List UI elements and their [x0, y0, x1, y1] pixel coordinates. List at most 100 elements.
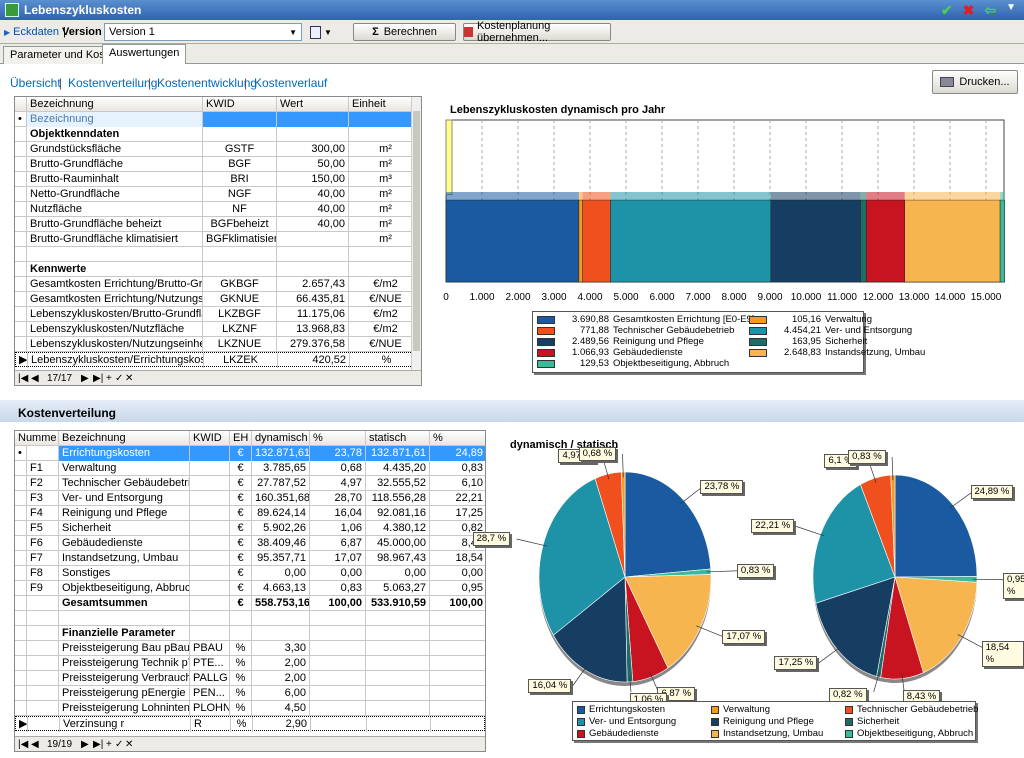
chevron-down-icon[interactable]: ▼ — [1006, 2, 1016, 13]
table-row[interactable]: • Errichtungskosten €132.871,61 23,78 132.87… — [15, 446, 485, 461]
table-row[interactable] — [15, 611, 485, 626]
table-row[interactable]: Brutto-Grundfläche klimatisiert BGFklimat… — [15, 232, 421, 247]
table-row-editing[interactable]: • Bezeichnung — [15, 112, 421, 127]
table-row[interactable]: Preissteigerung Technik pTec...PTE...%2,… — [15, 656, 485, 671]
table-row[interactable]: F5 Sicherheit €5.902,26 1,06 4.380,12 0,82 — [15, 521, 485, 536]
table-row[interactable]: Objektkenndaten — [15, 127, 421, 142]
column-header[interactable]: % — [430, 431, 485, 446]
table-row[interactable]: Preissteigerung pEnergie PEN...% 6,00 — [15, 686, 485, 701]
next-record-icon[interactable]: ▶ — [81, 373, 89, 384]
add-record-icon[interactable]: + — [106, 373, 112, 384]
add-record-icon[interactable]: + — [106, 739, 112, 750]
table-row[interactable]: ▶ Lebenszykluskosten/Errichtungskosten LKZ… — [15, 352, 421, 368]
bezeichnung-input[interactable]: Bezeichnung — [27, 112, 203, 127]
column-header[interactable]: Wert — [277, 97, 349, 112]
table-cell — [277, 247, 349, 262]
column-header[interactable] — [15, 97, 27, 112]
table-row[interactable]: F4 Reinigung und Pflege €89.624,14 16,04 92.… — [15, 506, 485, 521]
table-row[interactable]: Lebenszykluskosten/Nutzungseinheit LKZNUE… — [15, 337, 421, 352]
row-indicator — [15, 671, 27, 686]
check-icon[interactable]: ✔ — [940, 2, 953, 18]
table-row[interactable]: Nutzfläche NF 40,00 m² — [15, 202, 421, 217]
table-row[interactable]: Gesamtkosten Errichtung/Brutto-Grun...GK… — [15, 277, 421, 292]
table-row[interactable]: Gesamtsummen €558.753,16 100,00 533.910,59 1… — [15, 596, 485, 611]
row-indicator — [15, 461, 27, 476]
table-row[interactable]: Kennwerte — [15, 262, 421, 277]
table-row[interactable]: F2 Technischer Gebäudebetrieb €27.787,52 4,… — [15, 476, 485, 491]
column-header[interactable]: Numme — [15, 431, 59, 446]
table-cell: Brutto-Rauminhalt — [27, 172, 203, 187]
scrollbar-thumb[interactable] — [413, 111, 420, 351]
bar-segment-top — [446, 192, 579, 200]
column-header[interactable]: KWID — [190, 431, 230, 446]
table-row[interactable]: F3 Ver- und Entsorgung €160.351,68 28,70 118… — [15, 491, 485, 506]
table-row[interactable]: Finanzielle Parameter — [15, 626, 485, 641]
legend-swatch — [577, 705, 585, 714]
table-cell — [311, 717, 367, 732]
toolbar: ▶ Eckdaten | Version Version 1 ▼ ▼ Σ Ber… — [0, 20, 1024, 44]
table-row[interactable]: Gesamtkosten Errichtung/Nutzungsein...GK… — [15, 292, 421, 307]
table-cell: 40,00 — [277, 217, 349, 232]
column-header[interactable]: dynamisch — [252, 431, 310, 446]
table-cell: NF — [203, 202, 277, 217]
table-row[interactable]: Preissteigerung Bau pBau PBAU% 3,30 — [15, 641, 485, 656]
row-indicator — [15, 307, 27, 322]
column-header[interactable]: EH — [230, 431, 252, 446]
tab-auswertungen[interactable]: Auswertungen — [102, 44, 187, 65]
table-row[interactable]: Brutto-Grundfläche beheizt BGFbeheizt 40,0… — [15, 217, 421, 232]
table-row[interactable]: Netto-Grundfläche NGF 40,00 m² — [15, 187, 421, 202]
berechnen-button[interactable]: Σ Berechnen — [353, 23, 456, 41]
x-tick-label: 0 — [443, 292, 449, 303]
subnav-kostenverteilung[interactable]: Kostenverteilung — [68, 76, 158, 90]
column-header[interactable]: KWID — [203, 97, 277, 112]
last-record-icon[interactable]: ▶| — [93, 739, 104, 750]
table-row[interactable]: Preissteigerung Lohnintensiv ...PLOHN%4,… — [15, 701, 485, 716]
first-record-icon[interactable]: |◀ — [18, 739, 29, 750]
first-record-icon[interactable]: |◀ — [18, 373, 29, 384]
table-row[interactable]: Preissteigerung Verbrauchspr...PALLG%2,0… — [15, 671, 485, 686]
record-navigator: |◀ ◀ ▶ ▶| + ✓ ✕ 17/17 — [15, 370, 421, 385]
legend-swatch — [577, 717, 585, 726]
confirm-record-icon[interactable]: ✓ — [115, 739, 124, 750]
table-row[interactable]: ▶ Verzinsung r R% 2,90 — [15, 716, 485, 732]
table-row[interactable]: F6Gebäudedienste€38.409,466,8745.000,008… — [15, 536, 485, 551]
subnav-kostenverlauf[interactable]: Kostenverlauf — [254, 76, 328, 90]
prev-record-icon[interactable]: ◀ — [31, 739, 39, 750]
prev-record-icon[interactable]: ◀ — [31, 373, 39, 384]
document-icon[interactable]: ▼ — [310, 23, 336, 41]
next-record-icon[interactable]: ▶ — [81, 739, 89, 750]
subnav-kostenentwicklung[interactable]: Kostenentwicklung — [157, 76, 258, 90]
drucken-button[interactable]: Drucken... — [932, 70, 1018, 94]
table-row[interactable]: Brutto-Grundfläche BGF 50,00 m² — [15, 157, 421, 172]
tab-parameter-und-kosten[interactable]: Parameter und Kosten — [3, 46, 128, 64]
table-row[interactable]: F8 Sonstiges €0,00 0,00 0,00 0,00 — [15, 566, 485, 581]
close-icon[interactable]: ✖ — [962, 2, 975, 18]
eckdaten-link[interactable]: ▶ Eckdaten | — [4, 26, 66, 38]
legend-item: Instandsetzung, Umbau — [711, 728, 823, 739]
table-row[interactable]: F1 Verwaltung €3.785,65 0,68 4.435,20 0,83 — [15, 461, 485, 476]
table-row[interactable] — [15, 247, 421, 262]
table-row[interactable]: Lebenszykluskosten/Nutzfläche LKZNF 13.968… — [15, 322, 421, 337]
column-header[interactable]: Einheit — [349, 97, 421, 112]
table-row[interactable]: F7 Instandsetzung, Umbau €95.357,71 17,07 98… — [15, 551, 485, 566]
cancel-record-icon[interactable]: ✕ — [125, 373, 134, 384]
confirm-record-icon[interactable]: ✓ — [115, 373, 124, 384]
row-indicator: • — [15, 446, 27, 461]
vertical-scrollbar[interactable] — [411, 97, 421, 370]
back-arrow-icon[interactable]: ⇦ — [984, 2, 997, 18]
table-row[interactable]: Lebenszykluskosten/Brutto-GrundflächeLKZ… — [15, 307, 421, 322]
table-row[interactable]: F9 Objektbeseitigung, Abbruch €4.663,13 0,8… — [15, 581, 485, 596]
cancel-record-icon[interactable]: ✕ — [125, 739, 134, 750]
legend-swatch — [845, 729, 853, 738]
last-record-icon[interactable]: ▶| — [93, 373, 104, 384]
column-header[interactable]: Bezeichnung — [59, 431, 190, 446]
subnav-uebersicht[interactable]: Übersicht — [10, 76, 61, 90]
column-header[interactable]: % — [310, 431, 366, 446]
table-row[interactable]: Grundstücksfläche GSTF 300,00 m² — [15, 142, 421, 157]
table-cell — [430, 686, 485, 701]
column-header[interactable]: Bezeichnung — [27, 97, 203, 112]
version-select[interactable]: Version 1 ▼ — [104, 23, 302, 41]
kostenplanung-button[interactable]: Kostenplanung übernehmen... — [463, 20, 611, 44]
column-header[interactable]: statisch — [366, 431, 430, 446]
table-row[interactable]: Brutto-Rauminhalt BRI 150,00 m³ — [15, 172, 421, 187]
